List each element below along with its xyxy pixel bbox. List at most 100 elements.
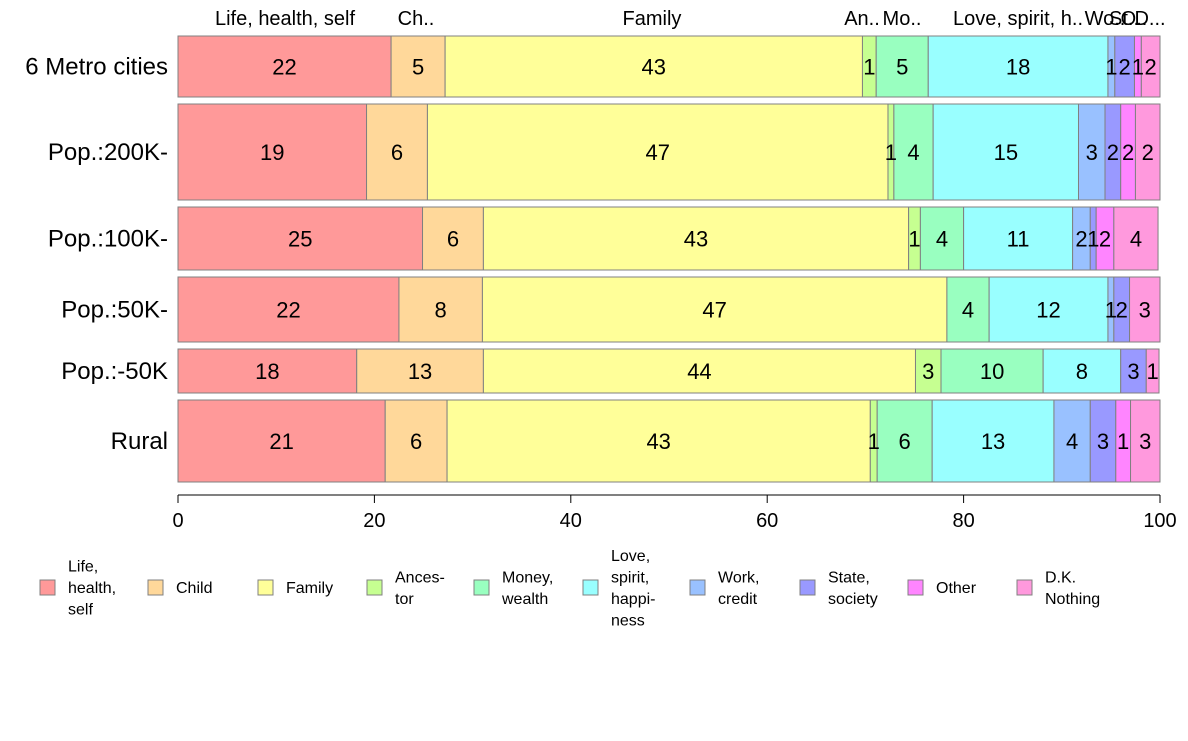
segment-value-label: 6 <box>447 227 459 252</box>
legend-swatch <box>1016 579 1033 596</box>
segment-value-label: 13 <box>408 359 432 384</box>
legend-label-line: credit <box>718 591 758 608</box>
segment-value-label: 2 <box>1145 55 1157 80</box>
legend-label-line: wealth <box>501 591 548 608</box>
bar-segment <box>988 276 1109 343</box>
top-segment-label: Wo.. <box>1085 8 1126 30</box>
top-segment-label: Ch.. <box>398 8 435 30</box>
segment-value-label: 12 <box>1036 298 1060 323</box>
bars-group <box>177 35 1161 483</box>
segment-value-label: 6 <box>899 429 911 454</box>
segment-value-label: 5 <box>896 55 908 80</box>
segment-value-label: 3 <box>1127 359 1139 384</box>
bar-segment <box>422 206 484 271</box>
segment-value-label: 3 <box>1086 140 1098 165</box>
bar-segment <box>1053 399 1091 483</box>
segment-value-label: 4 <box>907 140 919 165</box>
category-label: Pop.:100K- <box>48 226 168 253</box>
bar-segment <box>446 399 871 483</box>
x-tick-label: 100 <box>1143 510 1176 532</box>
legend-swatch <box>689 579 706 596</box>
legend-swatch <box>799 579 816 596</box>
legend-label-line: Other <box>936 580 977 597</box>
segment-value-label: 1 <box>1105 55 1117 80</box>
bar-segment <box>177 276 400 343</box>
legend-item: Child <box>147 579 212 597</box>
top-segment-label: O.. <box>1121 8 1148 30</box>
legend-label-line: spirit, <box>611 569 649 586</box>
legend-label-line: Child <box>176 580 212 597</box>
legend-item: Ances-tor <box>366 569 445 608</box>
segment-value-label: 2 <box>1122 140 1134 165</box>
segment-value-label: 1 <box>1147 359 1159 384</box>
legend-item: Love, spirit, happi-ness <box>582 548 655 629</box>
segment-value-label: 44 <box>687 359 711 384</box>
segment-value-label: 10 <box>980 359 1004 384</box>
segment-value-label: 18 <box>255 359 279 384</box>
segment-value-label: 47 <box>702 298 726 323</box>
segment-value-label: 2 <box>1119 55 1131 80</box>
legend-label-line: tor <box>395 591 414 608</box>
legend-label-line: Life, <box>68 559 98 576</box>
bar-segment <box>177 35 392 98</box>
legend-item: Money, wealth <box>473 569 553 608</box>
segment-value-label: 18 <box>1006 55 1030 80</box>
bar-segment <box>177 348 358 394</box>
bar-segment <box>919 206 965 271</box>
bar-segment <box>398 276 483 343</box>
bar-segment <box>931 399 1055 483</box>
segment-value-label: 1 <box>1105 298 1117 323</box>
segment-value-label: 2 <box>1075 227 1087 252</box>
legend-swatch <box>257 579 274 596</box>
x-tick-label: 80 <box>952 510 974 532</box>
segment-value-label: 4 <box>1066 429 1078 454</box>
legend-swatch <box>582 579 599 596</box>
segment-value-label: 1 <box>908 227 920 252</box>
segment-value-label: 5 <box>412 55 424 80</box>
top-segment-label: St.. <box>1109 8 1139 30</box>
bar-segment <box>1113 206 1159 271</box>
x-axis: 0 20 40 60 80 100 <box>172 494 1177 532</box>
bar-segment <box>940 348 1044 394</box>
legend-label: Other <box>936 580 977 597</box>
category-label: Pop.:-50K <box>61 358 168 385</box>
segment-value-label: 4 <box>1130 227 1142 252</box>
bar-segment <box>946 276 990 343</box>
segment-value-label: 3 <box>1139 429 1151 454</box>
bar-segment <box>1134 103 1161 201</box>
legend-label-line: Family <box>286 580 333 597</box>
segment-value-label: 43 <box>646 429 670 454</box>
legend-item: Life, health, self <box>39 559 116 619</box>
x-tick-label: 60 <box>756 510 778 532</box>
segment-value-label: 6 <box>391 140 403 165</box>
segment-labels-group: 22 5 43 1 5 18 1 2 1 219 6 47 1 4 15 3 2 2 225 6 43 1 4 11 2 1 2 42… <box>255 55 1159 455</box>
legend-label-line: happi- <box>611 591 655 608</box>
category-label: 6 Metro cities <box>25 54 168 81</box>
segment-value-label: 1 <box>1132 55 1144 80</box>
x-tick-label: 20 <box>363 510 385 532</box>
segment-value-label: 1 <box>863 55 875 80</box>
segment-value-label: 15 <box>994 140 1018 165</box>
segment-value-label: 6 <box>410 429 422 454</box>
category-label: Pop.:50K- <box>61 297 168 324</box>
segment-value-label: 8 <box>1076 359 1088 384</box>
legend-swatch <box>39 579 56 596</box>
bar-segment <box>1145 348 1160 394</box>
legend-swatch <box>907 579 924 596</box>
segment-value-label: 2 <box>1142 140 1154 165</box>
legend: Life, health, self Child Family Ances-tor Mone… <box>39 548 1100 629</box>
bar-segment <box>876 399 933 483</box>
segment-value-label: 1 <box>868 429 880 454</box>
top-segment-label: Family <box>623 8 682 30</box>
bar-segment <box>1077 103 1106 201</box>
segment-value-label: 43 <box>642 55 666 80</box>
legend-label-line: society <box>828 591 878 608</box>
legend-swatch <box>473 579 490 596</box>
bar-segment <box>1129 276 1161 343</box>
bar-segment <box>384 399 448 483</box>
legend-item: Other <box>907 579 977 597</box>
segment-value-label: 2 <box>1116 298 1128 323</box>
legend-item: D.K. Nothing <box>1016 569 1100 608</box>
legend-label-line: Ances- <box>395 569 445 586</box>
